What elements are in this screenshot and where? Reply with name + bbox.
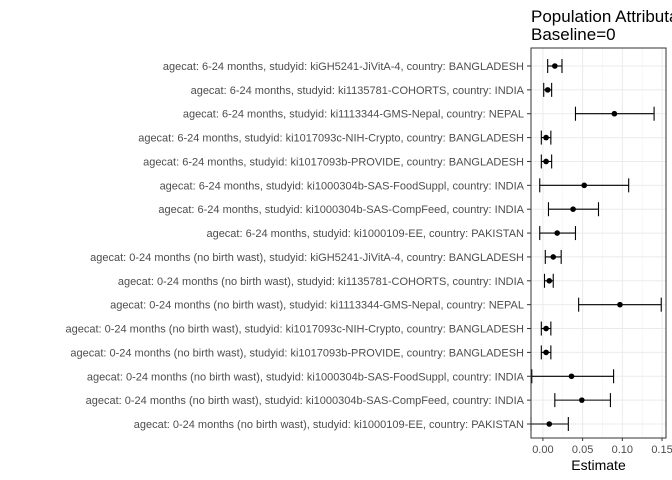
y-tick-label: agecat: 6-24 months, studyid: ki1000109-… xyxy=(206,228,524,240)
x-axis: 0.00 0.05 0.10 0.15 xyxy=(532,438,672,456)
estimate-point xyxy=(617,301,623,308)
y-tick-label: agecat: 6-24 months, studyid: ki1135781-… xyxy=(191,85,525,97)
estimate-point xyxy=(611,110,618,117)
estimate-point xyxy=(550,254,557,260)
y-tick-label: agecat: 0-24 months (no birth wast), stu… xyxy=(87,371,525,383)
x-tick-label: 0.00 xyxy=(532,444,553,456)
x-tick-label: 0.10 xyxy=(612,444,633,456)
estimate-row xyxy=(539,226,577,241)
y-tick-label: agecat: 0-24 months (no birth wast), stu… xyxy=(70,347,524,359)
y-tick-label: agecat: 0-24 months (no birth wast), stu… xyxy=(86,395,525,407)
y-tick-label: agecat: 6-24 months, studyid: ki1113344-… xyxy=(183,109,524,121)
estimate-row xyxy=(540,321,552,336)
estimate-row xyxy=(531,369,615,384)
y-axis-labels: agecat: 6-24 months, studyid: kiGH5241-J… xyxy=(65,61,531,431)
estimate-point xyxy=(544,87,551,93)
estimate-row xyxy=(540,345,552,360)
panel-background xyxy=(531,48,666,438)
estimate-row xyxy=(547,202,600,217)
estimate-point xyxy=(554,230,561,236)
y-tick-label: agecat: 6-24 months, studyid: ki1000304b… xyxy=(160,180,525,192)
panel-border xyxy=(530,47,667,439)
y-tick-label: agecat: 6-24 months, studyid: kiGH5241-J… xyxy=(163,61,524,73)
estimate-row xyxy=(539,178,630,193)
estimate-point xyxy=(543,325,549,332)
x-tick-label: 0.05 xyxy=(572,444,593,456)
estimate-row xyxy=(578,297,662,312)
grid-lines xyxy=(531,48,666,438)
x-axis-title: Estimate xyxy=(571,457,626,473)
y-tick-label: agecat: 6-24 months, studyid: ki1000304b… xyxy=(158,204,524,216)
estimate-row xyxy=(540,130,552,145)
y-tick-label: agecat: 0-24 months (no birth wast), stu… xyxy=(134,419,524,431)
y-tick-label: agecat: 6-24 months, studyid: ki1017093b… xyxy=(143,156,524,168)
y-tick-label: agecat: 6-24 months, studyid: ki1017093c… xyxy=(138,133,524,145)
y-tick-label: agecat: 0-24 months (no birth wast), stu… xyxy=(90,252,524,264)
y-tick-label: agecat: 0-24 months (no birth wast), stu… xyxy=(118,276,525,288)
estimate-point xyxy=(570,206,576,212)
x-tick-label: 0.15 xyxy=(651,444,672,456)
chart-title: Population Attributable Difference Basel… xyxy=(531,7,672,44)
estimate-point xyxy=(543,134,549,141)
estimate-row xyxy=(543,273,554,288)
estimate-point xyxy=(546,421,553,427)
estimate-point xyxy=(568,373,575,380)
y-tick-label: agecat: 0-24 months (no birth wast), stu… xyxy=(65,324,524,336)
estimate-row xyxy=(547,59,563,73)
estimate-point xyxy=(543,349,549,356)
estimate-row xyxy=(574,106,655,121)
y-tick-label: agecat: 0-24 months (no birth wast), stu… xyxy=(110,300,524,312)
estimate-marks xyxy=(530,59,662,431)
chart-title-line-1: Population Attributable Difference xyxy=(531,7,672,26)
estimate-point xyxy=(546,278,553,284)
estimate-point xyxy=(579,397,585,403)
estimate-row xyxy=(540,154,553,169)
estimate-point xyxy=(543,158,549,165)
estimate-row xyxy=(543,82,553,97)
estimate-row xyxy=(544,249,562,264)
estimate-point xyxy=(581,182,588,189)
chart-title-line-2: Baseline=0 xyxy=(531,25,616,44)
estimate-point xyxy=(552,63,558,69)
estimate-row xyxy=(554,393,611,408)
